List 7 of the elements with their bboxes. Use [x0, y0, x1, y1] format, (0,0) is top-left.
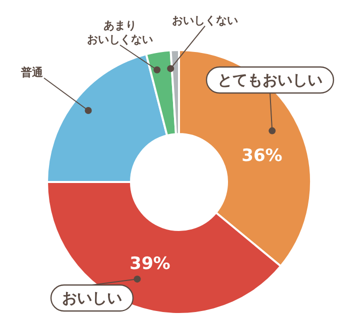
slice-label: あまりおいしくない — [87, 18, 153, 46]
slice-label: おいしい — [62, 289, 122, 307]
data-label: 39% — [130, 254, 170, 274]
slice-label: 普通 — [20, 66, 44, 78]
slice-label: とてもおいしい — [218, 71, 322, 89]
data-label: 36% — [242, 146, 282, 166]
slice-label: おいしくない — [172, 14, 238, 26]
